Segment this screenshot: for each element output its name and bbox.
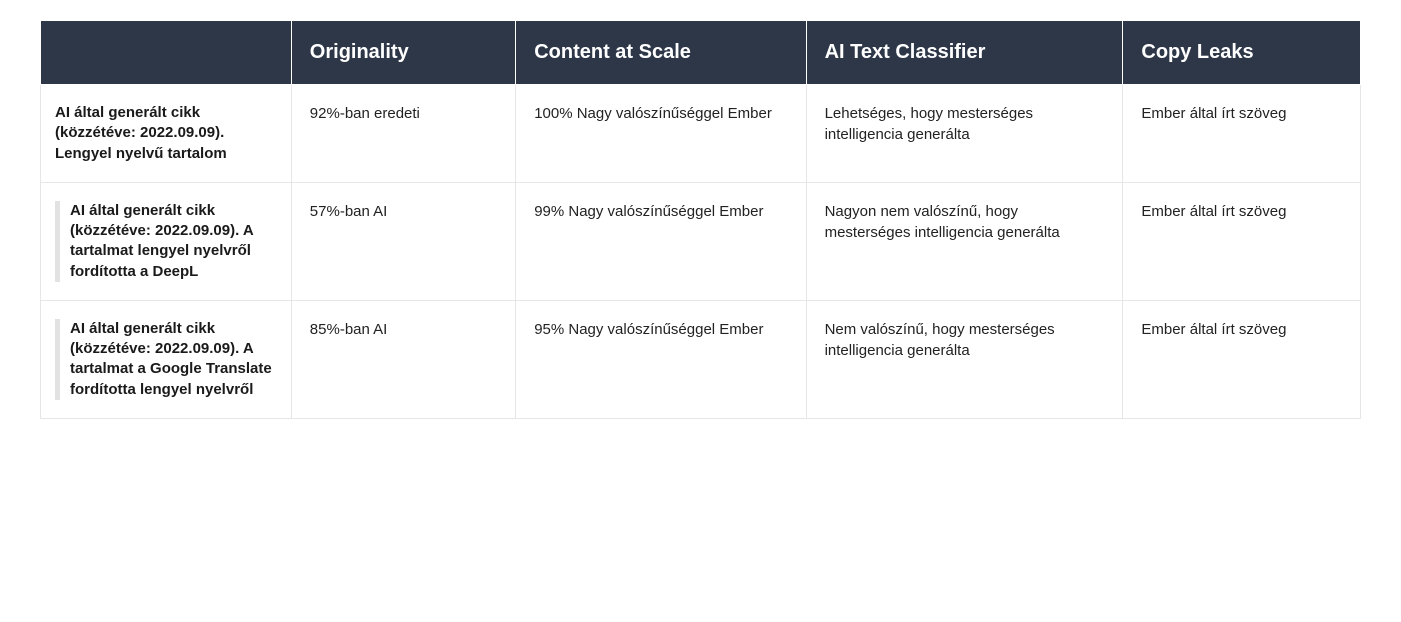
- cell-content-at-scale: 95% Nagy valószínűséggel Ember: [516, 300, 806, 418]
- table-row: AI által generált cikk (közzétéve: 2022.…: [41, 85, 1361, 183]
- cell-ai-text-classifier: Nagyon nem valószínű, hogy mesterséges i…: [806, 182, 1123, 300]
- cell-ai-text-classifier: Nem valószínű, hogy mesterséges intellig…: [806, 300, 1123, 418]
- table-body: AI által generált cikk (közzétéve: 2022.…: [41, 85, 1361, 419]
- header-row: Originality Content at Scale AI Text Cla…: [41, 21, 1361, 85]
- cell-originality: 57%-ban AI: [291, 182, 515, 300]
- cell-content-at-scale: 100% Nagy valószínűséggel Ember: [516, 85, 806, 183]
- row-label: AI által generált cikk (közzétéve: 2022.…: [41, 182, 292, 300]
- row-label-text: AI által generált cikk (közzétéve: 2022.…: [70, 320, 272, 398]
- comparison-table: Originality Content at Scale AI Text Cla…: [40, 20, 1361, 419]
- cell-copy-leaks: Ember által írt szöveg: [1123, 300, 1361, 418]
- row-label: AI által generált cikk (közzétéve: 2022.…: [41, 300, 292, 418]
- row-label-text: AI által generált cikk (közzétéve: 2022.…: [55, 104, 227, 162]
- header-cell-ai-text-classifier: AI Text Classifier: [806, 21, 1123, 85]
- header-cell-copy-leaks: Copy Leaks: [1123, 21, 1361, 85]
- header-cell-content-at-scale: Content at Scale: [516, 21, 806, 85]
- indent-bar: AI által generált cikk (közzétéve: 2022.…: [55, 319, 273, 400]
- indent-bar: AI által generált cikk (közzétéve: 2022.…: [55, 201, 273, 282]
- table-row: AI által generált cikk (közzétéve: 2022.…: [41, 300, 1361, 418]
- header-cell-originality: Originality: [291, 21, 515, 85]
- cell-ai-text-classifier: Lehetséges, hogy mesterséges intelligenc…: [806, 85, 1123, 183]
- header-cell-blank: [41, 21, 292, 85]
- cell-originality: 85%-ban AI: [291, 300, 515, 418]
- table-header: Originality Content at Scale AI Text Cla…: [41, 21, 1361, 85]
- cell-content-at-scale: 99% Nagy valószínűséggel Ember: [516, 182, 806, 300]
- row-label-text: AI által generált cikk (közzétéve: 2022.…: [70, 202, 253, 280]
- table-row: AI által generált cikk (közzétéve: 2022.…: [41, 182, 1361, 300]
- cell-originality: 92%-ban eredeti: [291, 85, 515, 183]
- cell-copy-leaks: Ember által írt szöveg: [1123, 182, 1361, 300]
- cell-copy-leaks: Ember által írt szöveg: [1123, 85, 1361, 183]
- row-label: AI által generált cikk (közzétéve: 2022.…: [41, 85, 292, 183]
